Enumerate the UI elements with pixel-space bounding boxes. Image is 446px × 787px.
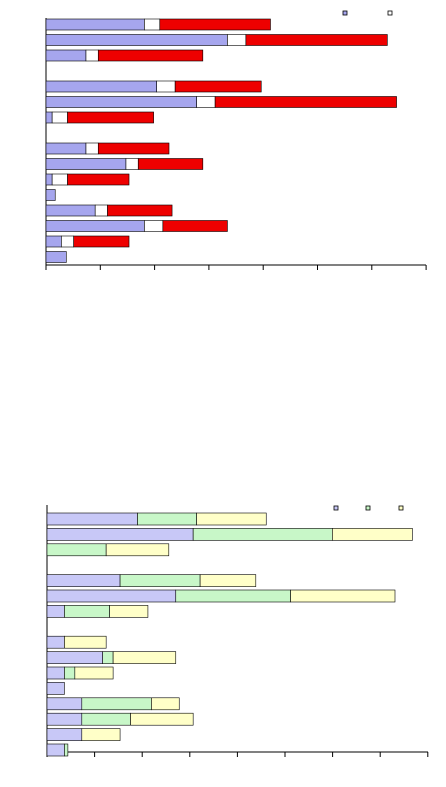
bar-segment	[214, 96, 397, 108]
bar-segment	[175, 589, 291, 603]
bar-segment	[46, 574, 121, 587]
bar-segment	[74, 666, 114, 680]
chart-2	[46, 505, 429, 757]
bar-segment	[67, 111, 154, 124]
bar-segment	[45, 251, 67, 263]
bar-segment	[46, 651, 103, 664]
bar-segment	[46, 635, 65, 649]
bar-segment	[199, 574, 257, 587]
bar-segment	[45, 158, 127, 170]
legend-swatch	[398, 505, 404, 511]
bar-segment	[45, 189, 56, 201]
bar-segment	[130, 712, 194, 726]
bar-segment	[245, 34, 388, 46]
bar-segment	[94, 204, 108, 217]
bar-segment	[137, 512, 197, 526]
bar-segment	[46, 528, 194, 541]
bar-segment	[162, 220, 228, 232]
bar-segment	[174, 80, 262, 93]
bar-segment	[46, 543, 107, 557]
bar-segment	[45, 173, 53, 186]
bar-segment	[64, 666, 76, 680]
bar-segment	[85, 49, 99, 62]
bar-segment	[46, 728, 83, 741]
bar-segment	[192, 528, 333, 541]
bar-segment	[45, 34, 228, 46]
legend-swatch	[333, 505, 339, 511]
bar-segment	[97, 142, 170, 155]
bar-segment	[45, 111, 53, 124]
bar-segment	[67, 173, 130, 186]
bar-segment	[45, 204, 96, 217]
bar-segment	[61, 235, 74, 248]
bar-segment	[332, 528, 413, 541]
bar-segment	[112, 651, 177, 664]
bar-segment	[81, 712, 131, 726]
bar-segment	[45, 142, 87, 155]
bar-segment	[81, 697, 152, 711]
bar-segment	[45, 80, 157, 93]
bar-segment	[81, 728, 121, 741]
bar-segment	[119, 574, 201, 587]
bar-segment	[45, 96, 197, 108]
bar-segment	[125, 158, 139, 170]
bar-segment	[46, 682, 65, 695]
bar-segment	[73, 235, 130, 248]
bar-segment	[64, 605, 110, 618]
bar-segment	[156, 80, 176, 93]
bar-segment	[46, 743, 65, 757]
bar-segment	[196, 96, 216, 108]
bar-segment	[46, 605, 65, 618]
bar-segment	[45, 220, 145, 232]
legend-swatch	[342, 10, 348, 16]
bar-segment	[64, 743, 69, 757]
bar-segment	[51, 173, 68, 186]
bar-segment	[45, 49, 87, 62]
bar-segment	[107, 204, 173, 217]
legend-swatch	[387, 10, 393, 16]
bar-segment	[196, 512, 267, 526]
bar-segment	[45, 18, 145, 31]
bar-segment	[46, 589, 177, 603]
bar-segment	[290, 589, 396, 603]
bar-segment	[51, 111, 68, 124]
bar-segment	[144, 220, 164, 232]
bar-segment	[46, 697, 83, 711]
bar-segment	[102, 651, 114, 664]
bar-segment	[105, 543, 170, 557]
bar-segment	[64, 635, 107, 649]
bar-segment	[109, 605, 149, 618]
bar-segment	[227, 34, 247, 46]
bar-segment	[46, 666, 65, 680]
bar-segment	[45, 235, 62, 248]
chart-1	[45, 10, 427, 270]
legend-swatch	[365, 505, 371, 511]
bar-segment	[151, 697, 180, 711]
bar-segment	[144, 18, 161, 31]
bar-segment	[46, 712, 83, 726]
bar-segment	[46, 512, 138, 526]
bar-segment	[97, 49, 204, 62]
bar-segment	[85, 142, 99, 155]
bar-segment	[159, 18, 271, 31]
bar-segment	[137, 158, 204, 170]
